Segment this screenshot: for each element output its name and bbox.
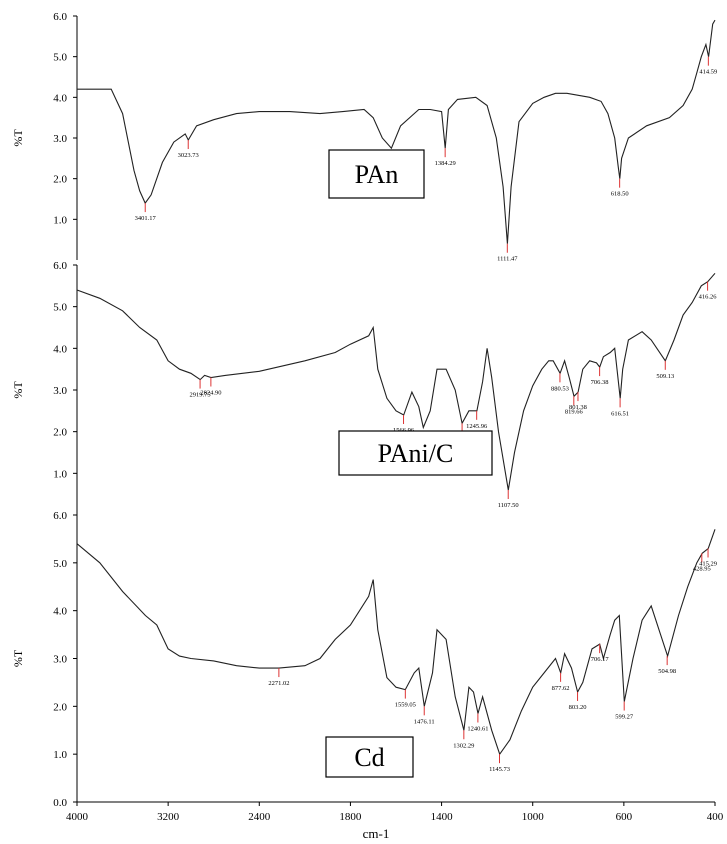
peak-label: 1245.96 (466, 423, 488, 430)
y-tick-label: 0.0 (53, 797, 67, 809)
y-tick-label: 5.0 (53, 558, 67, 570)
peak-label: 414.59 (699, 69, 717, 76)
peak-label: 616.51 (611, 410, 629, 417)
y-tick-label: 3.0 (53, 133, 67, 145)
y-tick-label: 6.0 (53, 260, 67, 272)
sample-label-box (338, 430, 493, 476)
peak-label: 504.98 (658, 668, 676, 675)
peak-label: 1476.11 (414, 718, 435, 725)
y-tick-label: 3.0 (53, 654, 67, 666)
y-tick-label: 2.0 (53, 174, 67, 186)
spectrum-panel-3: 0.0 1.0 2.0 3.0 4.0 5.0 6.0 %T 2271.02 1559.05 147… (11, 510, 724, 841)
peak-label: 801.38 (569, 404, 587, 411)
peak-label: 880.53 (551, 385, 569, 392)
spectrum-line (76, 529, 716, 756)
peak-label: 803.20 (569, 704, 587, 711)
sample-label-box (328, 149, 425, 199)
peak-label: 706.38 (591, 379, 609, 386)
x-tick-label: 4000 (66, 811, 89, 823)
x-tick-label: 1400 (431, 811, 454, 823)
y-tick-label: 2.0 (53, 427, 67, 439)
x-tick-label: 1800 (339, 811, 362, 823)
spectrum-panel-2: 1.02.03.04.05.06.0%T2919.752824.901566.9… (11, 260, 717, 515)
peak-label: 428.95 (693, 565, 711, 572)
y-axis-label: %T (11, 381, 25, 399)
y-axis-label: %T (11, 649, 25, 667)
y-tick-label: 6.0 (53, 510, 67, 522)
y-tick-label: 2.0 (53, 701, 67, 713)
peak-label: 1302.29 (453, 742, 474, 749)
x-tick-label: 1000 (522, 811, 545, 823)
y-tick-label: 4.0 (53, 92, 67, 104)
y-axis-label: %T (11, 129, 25, 147)
x-axis-label: cm-1 (363, 826, 390, 841)
y-tick-label: 6.0 (53, 11, 67, 23)
y-tick-label: 4.0 (53, 606, 67, 618)
peak-label: 416.26 (699, 294, 718, 301)
peak-label: 2271.02 (268, 680, 289, 687)
x-tick-label: 400 (707, 811, 724, 823)
peak-label: 3023.73 (178, 152, 199, 159)
spectrum-line (76, 272, 716, 491)
peak-label: 706.17 (591, 656, 610, 663)
peak-label: 415.29 (699, 560, 717, 567)
sample-label: Cd (354, 743, 384, 772)
y-tick-label: 4.0 (53, 343, 67, 355)
peak-label: 877.62 (552, 685, 570, 692)
peak-label: 509.13 (656, 373, 674, 380)
peak-label: 618.50 (611, 191, 629, 198)
spectrum-panel-1: 1.0 2.0 3.0 4.0 5.0 6.0 %T 3401.17 3023.73 1384.2… (11, 11, 717, 263)
peak-label: 2824.90 (200, 390, 221, 397)
peak-label: 2919.75 (190, 392, 211, 399)
y-tick-label: 5.0 (53, 302, 67, 314)
peak-label: 1107.50 (498, 502, 519, 509)
sample-label: PAni/C (378, 439, 454, 468)
spectra-panels: 1.0 2.0 3.0 4.0 5.0 6.0 %T 3401.17 3023.73 1384.2… (11, 11, 724, 841)
x-tick-label: 2400 (248, 811, 271, 823)
peak-label: 3401.17 (135, 215, 157, 222)
x-tick-label: 600 (616, 811, 633, 823)
peak-label: 1240.61 (467, 726, 488, 733)
y-tick-label: 1.0 (53, 214, 67, 226)
peak-label: 1145.73 (489, 766, 510, 773)
y-tick-label: 3.0 (53, 385, 67, 397)
y-tick-label: 1.0 (53, 749, 67, 761)
y-tick-label: 5.0 (53, 52, 67, 64)
sample-label-box (325, 736, 414, 778)
peak-label: 1559.05 (395, 702, 416, 709)
peak-label: 1384.29 (435, 160, 456, 167)
y-tick-label: 1.0 (53, 468, 67, 480)
x-tick-label: 3200 (157, 811, 180, 823)
peak-label: 819.66 (565, 408, 584, 415)
peak-label: 599.27 (615, 714, 634, 721)
peak-label: 1111.47 (497, 256, 518, 263)
spectrum-line (77, 19, 716, 244)
sample-label: PAn (355, 160, 399, 189)
